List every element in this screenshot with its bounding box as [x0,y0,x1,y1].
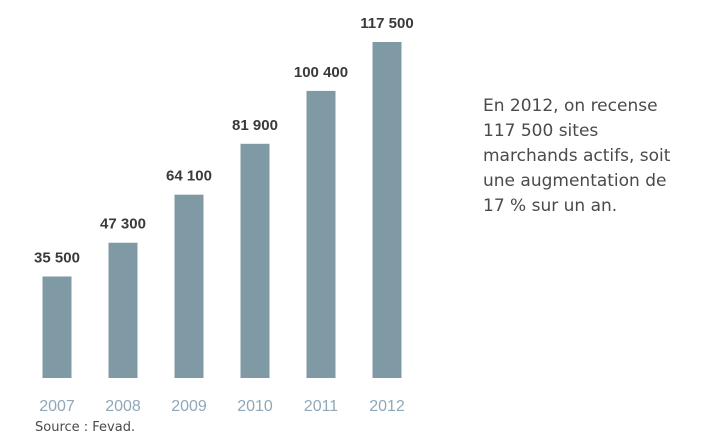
value-label: 64 100 [166,168,212,185]
annotation: En 2012, on recense [483,96,658,116]
value-label: 35 500 [34,249,80,266]
value-label: 100 400 [294,64,348,81]
bar [42,276,72,378]
annotation: une augmentation de [483,171,667,191]
x-tick-label: 2007 [39,398,75,415]
x-tick-label: 2008 [105,398,141,415]
value-label: 47 300 [100,216,146,233]
x-tick-label: 2012 [369,398,405,415]
x-tick-label: 2009 [171,398,207,415]
bar [306,90,336,379]
x-tick-label: 2011 [304,398,339,415]
value-label: 81 900 [232,117,278,134]
x-tick-label: 2010 [237,398,273,415]
annotation: 117 500 sites [483,121,598,141]
bar [174,194,204,378]
bar [372,42,402,378]
source: Source : Fevad. [35,420,135,435]
value-label: 117 500 [360,15,413,32]
bar [240,143,270,378]
annotation: 17 % sur un an. [483,196,617,216]
annotation: marchands actifs, soit [483,146,671,166]
bar [108,242,138,378]
